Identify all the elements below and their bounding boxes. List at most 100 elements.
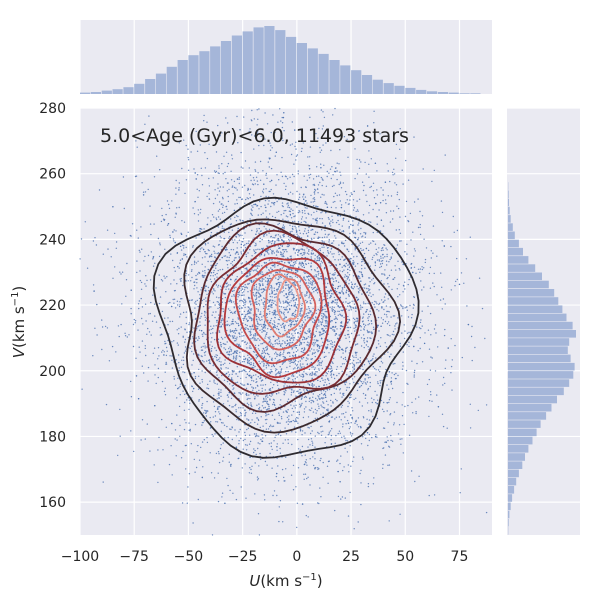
scatter-point bbox=[224, 437, 226, 439]
scatter-point bbox=[268, 388, 271, 390]
scatter-point bbox=[214, 347, 216, 349]
scatter-point bbox=[191, 350, 193, 353]
scatter-point bbox=[222, 186, 224, 188]
scatter-point bbox=[255, 435, 257, 437]
scatter-point bbox=[266, 316, 268, 319]
scatter-point bbox=[401, 315, 403, 317]
scatter-point bbox=[297, 448, 300, 450]
scatter-point bbox=[245, 376, 247, 379]
scatter-point bbox=[413, 376, 415, 378]
scatter-point bbox=[256, 476, 259, 478]
scatter-point bbox=[178, 267, 180, 269]
scatter-point bbox=[352, 288, 354, 290]
scatter-point bbox=[308, 253, 310, 255]
scatter-point bbox=[81, 388, 83, 390]
scatter-point bbox=[313, 205, 315, 207]
scatter-point bbox=[386, 253, 388, 256]
scatter-point bbox=[379, 384, 381, 387]
scatter-point bbox=[288, 418, 290, 420]
scatter-point bbox=[139, 251, 141, 253]
scatter-point bbox=[144, 191, 147, 193]
scatter-point bbox=[384, 320, 387, 323]
scatter-point bbox=[419, 233, 422, 236]
scatter-point bbox=[362, 316, 364, 318]
scatter-point bbox=[243, 335, 245, 337]
scatter-point bbox=[257, 214, 259, 216]
scatter-point bbox=[283, 278, 285, 280]
scatter-point bbox=[273, 320, 275, 322]
scatter-point bbox=[250, 338, 252, 340]
scatter-point bbox=[252, 294, 255, 296]
scatter-point bbox=[246, 222, 248, 225]
scatter-point bbox=[298, 384, 301, 386]
scatter-point bbox=[283, 302, 285, 304]
scatter-point bbox=[340, 356, 342, 358]
scatter-point bbox=[258, 300, 260, 302]
scatter-point bbox=[94, 237, 96, 239]
scatter-point bbox=[321, 377, 323, 379]
scatter-point bbox=[392, 278, 395, 280]
hist-bar-x bbox=[470, 93, 481, 94]
scatter-point bbox=[266, 245, 268, 247]
scatter-point bbox=[355, 317, 358, 319]
scatter-point bbox=[326, 319, 328, 322]
scatter-point bbox=[356, 343, 359, 345]
scatter-point bbox=[291, 414, 293, 416]
scatter-point bbox=[241, 186, 244, 188]
scatter-point bbox=[284, 342, 286, 344]
scatter-point bbox=[405, 369, 408, 372]
scatter-point bbox=[299, 261, 301, 263]
scatter-point bbox=[300, 252, 302, 255]
scatter-point bbox=[374, 264, 377, 267]
scatter-point bbox=[322, 125, 324, 127]
scatter-point bbox=[327, 278, 329, 280]
scatter-point bbox=[229, 284, 231, 286]
scatter-point bbox=[384, 342, 386, 344]
scatter-point bbox=[291, 230, 293, 233]
scatter-point bbox=[306, 341, 309, 343]
scatter-point bbox=[291, 121, 293, 123]
scatter-point bbox=[135, 175, 138, 177]
scatter-point bbox=[344, 239, 347, 242]
scatter-point bbox=[210, 347, 213, 350]
scatter-point bbox=[279, 271, 281, 273]
scatter-point bbox=[153, 223, 155, 225]
scatter-point bbox=[289, 301, 291, 303]
scatter-point bbox=[292, 410, 295, 413]
scatter-point bbox=[317, 192, 319, 194]
scatter-point bbox=[274, 155, 276, 157]
scatter-point bbox=[263, 235, 265, 238]
scatter-point bbox=[248, 360, 251, 362]
scatter-point bbox=[333, 306, 335, 309]
scatter-point bbox=[279, 359, 281, 361]
scatter-point bbox=[275, 311, 277, 313]
scatter-point bbox=[322, 476, 324, 478]
scatter-point bbox=[354, 148, 356, 150]
scatter-point bbox=[247, 360, 249, 362]
scatter-point bbox=[311, 288, 314, 291]
scatter-point bbox=[235, 278, 237, 280]
scatter-point bbox=[253, 250, 256, 252]
scatter-point bbox=[279, 422, 281, 424]
scatter-point bbox=[341, 496, 344, 498]
scatter-point bbox=[245, 275, 247, 278]
scatter-point bbox=[148, 331, 151, 333]
scatter-point bbox=[380, 187, 382, 189]
scatter-point bbox=[80, 238, 83, 240]
scatter-point bbox=[333, 184, 335, 187]
scatter-point bbox=[235, 187, 237, 189]
scatter-point bbox=[248, 423, 250, 425]
scatter-point bbox=[212, 271, 215, 274]
scatter-point bbox=[299, 314, 301, 316]
scatter-point bbox=[344, 276, 346, 278]
scatter-point bbox=[258, 324, 260, 326]
scatter-point bbox=[253, 118, 255, 120]
scatter-point bbox=[265, 428, 268, 430]
scatter-point bbox=[308, 286, 311, 288]
scatter-point bbox=[268, 259, 270, 261]
scatter-point bbox=[212, 332, 214, 334]
scatter-point bbox=[263, 400, 265, 402]
scatter-point bbox=[247, 404, 250, 406]
scatter-point bbox=[334, 272, 336, 274]
scatter-point bbox=[256, 404, 258, 406]
